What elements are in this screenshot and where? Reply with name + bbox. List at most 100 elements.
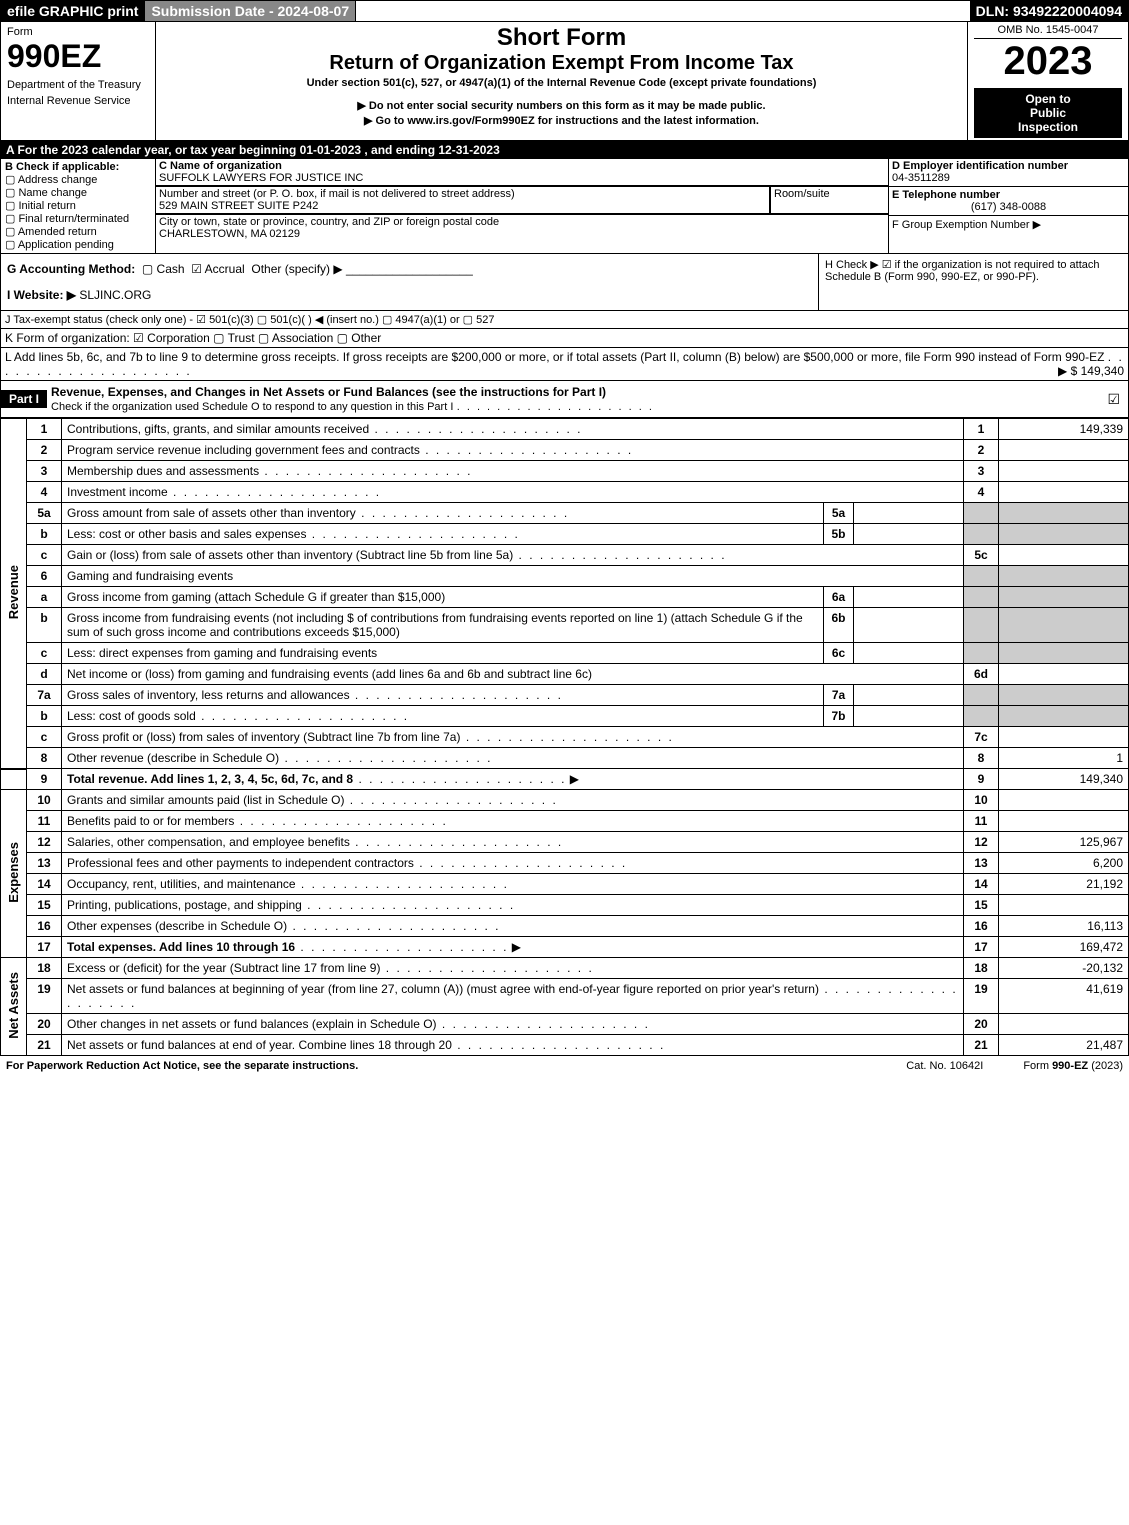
line-2-text: Program service revenue including govern… — [62, 440, 964, 461]
section-g: G Accounting Method: ▢ Cash ☑ Accrual Ot… — [1, 254, 818, 310]
chk-address-change[interactable]: ▢ Address change — [5, 173, 151, 186]
org-name: SUFFOLK LAWYERS FOR JUSTICE INC — [159, 172, 885, 184]
line-7b-text: Less: cost of goods sold — [62, 706, 824, 727]
line-12-text: Salaries, other compensation, and employ… — [62, 832, 964, 853]
return-title: Return of Organization Exempt From Incom… — [162, 52, 961, 75]
block-d: D Employer identification number 04-3511… — [888, 159, 1128, 253]
line-10-text: Grants and similar amounts paid (list in… — [62, 790, 964, 811]
line-1-text: Contributions, gifts, grants, and simila… — [62, 419, 964, 440]
section-l: L Add lines 5b, 6c, and 7b to line 9 to … — [0, 348, 1129, 381]
section-h: H Check ▶ ☑ if the organization is not r… — [818, 254, 1128, 310]
short-form-title: Short Form — [162, 24, 961, 52]
block-b-title: B Check if applicable: — [5, 161, 151, 173]
group-exemption-label: F Group Exemption Number ▶ — [892, 218, 1125, 231]
street-label: Number and street (or P. O. box, if mail… — [159, 188, 766, 200]
ein-value: 04-3511289 — [892, 172, 1125, 184]
tel-box: E Telephone number (617) 348-0088 — [888, 186, 1129, 216]
line-6b-text: Gross income from fundraising events (no… — [62, 608, 824, 643]
tax-year: 2023 — [974, 39, 1122, 84]
line-6c-text: Less: direct expenses from gaming and fu… — [62, 643, 824, 664]
city-box: City or town, state or province, country… — [155, 213, 889, 242]
room-suite-label: Room/suite — [774, 188, 830, 200]
line-5b-text: Less: cost or other basis and sales expe… — [62, 524, 824, 545]
org-name-label: C Name of organization — [159, 160, 885, 172]
top-bar: efile GRAPHIC print Submission Date - 20… — [0, 0, 1129, 22]
line-18-text: Excess or (deficit) for the year (Subtra… — [62, 958, 964, 979]
dln-label: DLN: 93492220004094 — [970, 1, 1128, 21]
section-g-h: G Accounting Method: ▢ Cash ☑ Accrual Ot… — [0, 254, 1129, 311]
chk-name-change[interactable]: ▢ Name change — [5, 186, 151, 199]
cat-number: Cat. No. 10642I — [906, 1060, 983, 1072]
line-17-text: Total expenses. Add lines 10 through 16 … — [62, 937, 964, 958]
identity-blocks: B Check if applicable: ▢ Address change … — [0, 159, 1129, 254]
line-3-text: Membership dues and assessments — [62, 461, 964, 482]
submission-date: Submission Date - 2024-08-07 — [145, 1, 356, 21]
line-11-text: Benefits paid to or for members — [62, 811, 964, 832]
ein-box: D Employer identification number 04-3511… — [888, 158, 1129, 187]
accounting-method: G Accounting Method: ▢ Cash ☑ Accrual Ot… — [7, 262, 812, 276]
line-8-text: Other revenue (describe in Schedule O) — [62, 748, 964, 769]
chk-initial-return[interactable]: ▢ Initial return — [5, 199, 151, 212]
page-footer: For Paperwork Reduction Act Notice, see … — [0, 1056, 1129, 1076]
chk-amended-return[interactable]: ▢ Amended return — [5, 225, 151, 238]
website-link[interactable]: SLJINC.ORG — [79, 288, 151, 302]
chk-application-pending[interactable]: ▢ Application pending — [5, 238, 151, 251]
goto-link[interactable]: ▶ Go to www.irs.gov/Form990EZ for instru… — [162, 114, 961, 127]
header-center: Short Form Return of Organization Exempt… — [156, 22, 968, 140]
line-19-text: Net assets or fund balances at beginning… — [62, 979, 964, 1014]
form-footer-label: Form 990-EZ (2023) — [1023, 1060, 1123, 1072]
gross-receipts-note: L Add lines 5b, 6c, and 7b to line 9 to … — [1, 348, 1128, 380]
street-box: Number and street (or P. O. box, if mail… — [155, 185, 771, 215]
ein-label: D Employer identification number — [892, 160, 1125, 172]
street-value: 529 MAIN STREET SUITE P242 — [159, 200, 766, 212]
tel-value: (617) 348-0088 — [892, 201, 1125, 213]
line-13-text: Professional fees and other payments to … — [62, 853, 964, 874]
expenses-sidebar: Expenses — [1, 790, 27, 958]
line-5a-text: Gross amount from sale of assets other t… — [62, 503, 824, 524]
no-ssn-note: ▶ Do not enter social security numbers o… — [162, 99, 961, 112]
city-value: CHARLESTOWN, MA 02129 — [159, 228, 885, 240]
line-6-text: Gaming and fundraising events — [62, 566, 964, 587]
form-header: Form 990EZ Department of the Treasury In… — [0, 22, 1129, 141]
line-14-text: Occupancy, rent, utilities, and maintena… — [62, 874, 964, 895]
line-6a-text: Gross income from gaming (attach Schedul… — [62, 587, 824, 608]
form-of-organization: K Form of organization: ☑ Corporation ▢ … — [1, 329, 1128, 347]
part-1-check: ☑ — [1099, 387, 1128, 412]
org-name-box: C Name of organization SUFFOLK LAWYERS F… — [155, 158, 889, 187]
chk-final-return[interactable]: ▢ Final return/terminated — [5, 212, 151, 225]
street-row: Number and street (or P. O. box, if mail… — [156, 186, 888, 214]
line-16-text: Other expenses (describe in Schedule O) — [62, 916, 964, 937]
line-7a-text: Gross sales of inventory, less returns a… — [62, 685, 824, 706]
paperwork-notice: For Paperwork Reduction Act Notice, see … — [6, 1060, 866, 1072]
city-label: City or town, state or province, country… — [159, 216, 885, 228]
open-public-badge: Open to Public Inspection — [974, 88, 1122, 138]
form-number: 990EZ — [7, 38, 149, 75]
line-21-text: Net assets or fund balances at end of ye… — [62, 1035, 964, 1056]
block-c: C Name of organization SUFFOLK LAWYERS F… — [156, 159, 888, 253]
form-word: Form — [7, 26, 149, 38]
header-left: Form 990EZ Department of the Treasury In… — [1, 22, 156, 140]
part-1-label: Part I — [1, 390, 47, 408]
dept-treasury: Department of the Treasury — [7, 79, 149, 91]
omb-number: OMB No. 1545-0047 — [974, 24, 1122, 39]
line-1-ref: 1 — [964, 419, 999, 440]
under-section: Under section 501(c), 527, or 4947(a)(1)… — [162, 77, 961, 89]
section-k: K Form of organization: ☑ Corporation ▢ … — [0, 329, 1129, 348]
revenue-sidebar: Revenue — [1, 419, 27, 769]
tel-label: E Telephone number — [892, 189, 1125, 201]
header-right: OMB No. 1545-0047 2023 Open to Public In… — [968, 22, 1128, 140]
tax-exempt-status: J Tax-exempt status (check only one) - ☑… — [1, 311, 1128, 328]
room-suite-box: Room/suite — [769, 185, 889, 215]
line-4-text: Investment income — [62, 482, 964, 503]
line-15-text: Printing, publications, postage, and shi… — [62, 895, 964, 916]
website-row: I Website: ▶ SLJINC.ORG — [7, 288, 812, 302]
line-7c-text: Gross profit or (loss) from sales of inv… — [62, 727, 964, 748]
line-9-text: Total revenue. Add lines 1, 2, 3, 4, 5c,… — [62, 769, 964, 790]
part-1-title: Revenue, Expenses, and Changes in Net As… — [47, 381, 1099, 417]
block-b: B Check if applicable: ▢ Address change … — [1, 159, 156, 253]
efile-label[interactable]: efile GRAPHIC print — [1, 1, 145, 21]
netassets-sidebar: Net Assets — [1, 958, 27, 1056]
gross-receipts-amount: ▶ $ 149,340 — [1058, 364, 1124, 378]
dept-irs: Internal Revenue Service — [7, 95, 149, 107]
financial-lines-table: Revenue 1 Contributions, gifts, grants, … — [0, 418, 1129, 1056]
